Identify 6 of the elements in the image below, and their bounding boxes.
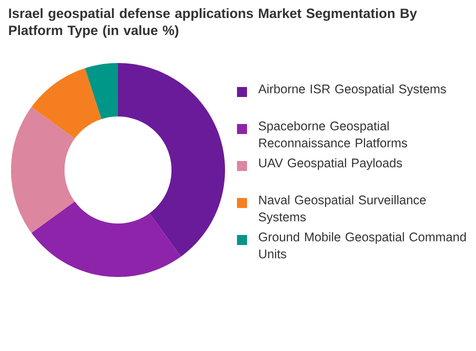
legend-label: UAV Geospatial Payloads — [259, 158, 402, 170]
chart-title: Israel geospatial defense applications Market Segmentation By Platform Type (in value %) — [9, 8, 417, 38]
legend-label: Ground Mobile Geospatial Command Units — [258, 232, 466, 258]
legend-label: Airborne ISR Geospatial Systems — [258, 84, 446, 96]
legend-label: Spaceborne Geospatial Reconnaissance Platforms — [258, 121, 408, 148]
legend-label: Naval Geospatial Surveillance Systems — [258, 195, 426, 224]
